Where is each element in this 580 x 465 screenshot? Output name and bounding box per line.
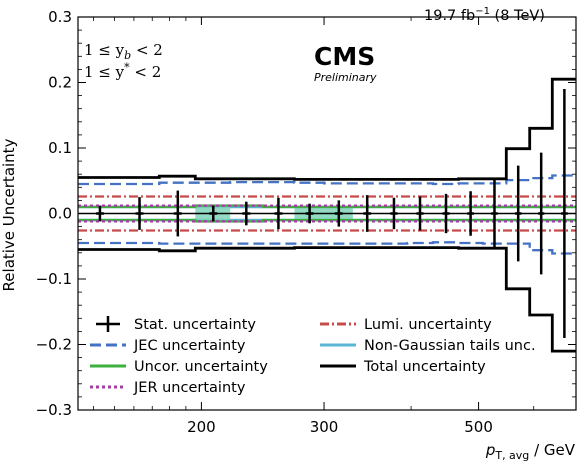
y-tick-label: 0.2: [48, 74, 72, 92]
y-tick-label: 0.3: [48, 8, 72, 26]
experiment-label: CMS: [314, 42, 375, 71]
axes: −0.3 −0.2 −0.1 0.0 0.1 0.2 0.3 200 300 500: [36, 8, 577, 436]
x-tick-label: 200: [187, 418, 216, 436]
jec-up-line: [78, 174, 576, 186]
total-up-line: [78, 77, 576, 181]
plot-area: [78, 77, 576, 353]
y-tick-label: −0.2: [36, 336, 72, 354]
x-tick-label: 300: [310, 418, 339, 436]
legend-label: Total uncertainty: [363, 359, 486, 375]
legend-label: Lumi. uncertainty: [364, 317, 492, 333]
x-tick-label: 500: [464, 418, 493, 436]
y-tick-label: 0.0: [48, 205, 72, 223]
jec-down-line: [78, 241, 576, 255]
legend-label: Uncor. uncertainty: [134, 359, 268, 375]
luminosity-label: 19.7 fb−1 (8 TeV): [424, 6, 545, 24]
y-tick-label: 0.1: [48, 139, 72, 157]
y-axis-label: Relative Uncertainty: [0, 138, 18, 291]
total-down-line: [78, 246, 576, 353]
y-tick-label: −0.1: [36, 270, 72, 288]
legend-label: JER uncertainty: [133, 380, 246, 396]
selection-yb: 1 ≤ yb < 2: [84, 41, 163, 62]
legend-label: Non-Gaussian tails unc.: [364, 338, 536, 354]
y-tick-label: −0.3: [36, 401, 72, 419]
status-label: Preliminary: [314, 71, 377, 84]
legend-label: JEC uncertainty: [133, 338, 246, 354]
legend: Stat. uncertainty JEC uncertainty Uncor. u…: [90, 316, 536, 396]
selection-ystar: 1 ≤ y* < 2: [84, 61, 161, 81]
x-axis-label: pT, avg / GeV: [485, 441, 576, 462]
legend-label: Stat. uncertainty: [134, 317, 256, 333]
